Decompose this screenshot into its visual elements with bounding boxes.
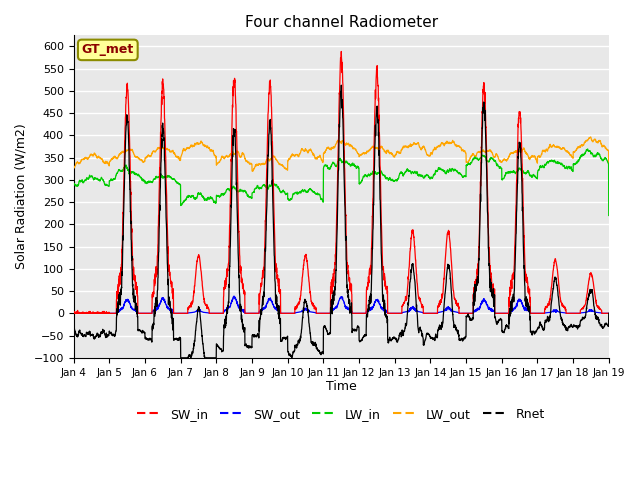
Text: GT_met: GT_met <box>82 43 134 56</box>
Y-axis label: Solar Radiation (W/m2): Solar Radiation (W/m2) <box>15 124 28 269</box>
X-axis label: Time: Time <box>326 380 356 393</box>
Legend: SW_in, SW_out, LW_in, LW_out, Rnet: SW_in, SW_out, LW_in, LW_out, Rnet <box>132 403 550 426</box>
Title: Four channel Radiometer: Four channel Radiometer <box>244 15 438 30</box>
